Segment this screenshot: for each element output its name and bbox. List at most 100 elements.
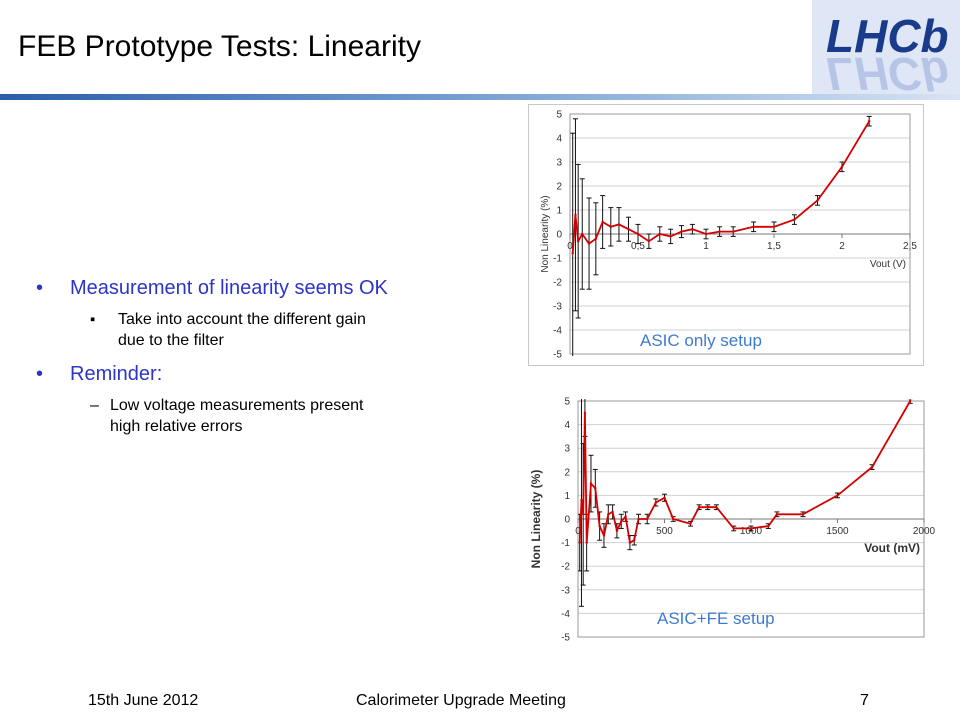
data-point xyxy=(574,213,577,216)
footer-page-number: 7 xyxy=(860,692,869,709)
data-point xyxy=(691,228,694,231)
sub-bullet-line: high relative errors xyxy=(110,418,243,435)
chart-frame xyxy=(518,385,946,651)
y-tick-label: 1 xyxy=(564,491,570,502)
data-point xyxy=(680,230,683,233)
x-tick-label: 0,5 xyxy=(631,241,645,252)
data-point xyxy=(836,494,839,497)
data-point xyxy=(571,252,574,255)
y-tick-label: -5 xyxy=(553,350,562,361)
data-point xyxy=(732,230,735,233)
data-point xyxy=(602,534,606,537)
data-point xyxy=(732,527,735,530)
data-point xyxy=(598,524,601,528)
y-tick-label: 0 xyxy=(556,230,562,241)
data-point xyxy=(816,199,819,202)
footer-date: 15th June 2012 xyxy=(88,692,199,709)
chart-caption: ASIC+FE setup xyxy=(657,609,775,628)
data-point xyxy=(620,520,623,523)
y-tick-label: 4 xyxy=(564,420,570,431)
data-point xyxy=(671,517,675,521)
data-point xyxy=(636,232,640,236)
data-point xyxy=(607,513,610,516)
data-point xyxy=(801,513,805,516)
x-axis-label: Vout (V) xyxy=(870,259,906,270)
y-tick-label: 0 xyxy=(564,515,570,526)
data-point xyxy=(627,228,630,231)
x-axis-label: Vout (mV) xyxy=(864,541,920,555)
data-point xyxy=(697,506,701,509)
sub-bullet-line: Take into account the different gain xyxy=(118,311,366,328)
chart-caption: ASIC only setup xyxy=(640,331,762,350)
data-point xyxy=(663,496,666,499)
x-tick-label: 2 xyxy=(839,241,845,252)
data-point xyxy=(617,223,621,226)
y-tick-label: -4 xyxy=(553,326,562,337)
data-point xyxy=(654,501,658,504)
data-point xyxy=(609,225,612,228)
y-tick-label: -5 xyxy=(561,633,570,644)
data-point xyxy=(587,242,591,245)
data-point xyxy=(576,240,580,243)
data-point xyxy=(646,517,649,521)
y-axis-label: Non Linearity (%) xyxy=(540,195,551,272)
data-layer xyxy=(570,115,872,356)
x-tick-label: 0 xyxy=(575,526,581,537)
x-tick-label: 1,5 xyxy=(767,241,781,252)
data-point xyxy=(775,513,779,516)
y-tick-label: 5 xyxy=(564,397,570,408)
data-point xyxy=(868,120,871,123)
y-tick-label: -1 xyxy=(561,538,570,549)
asic-fe-chart: 5 4 3 2 1 0 -1 -2 -3 -4 -5 0 500 1000 1500 2000 Vout (mV… xyxy=(518,385,946,651)
x-tick-label: 0 xyxy=(567,241,573,252)
data-point xyxy=(628,541,632,544)
data-point xyxy=(589,482,593,485)
x-tick-label: 2,5 xyxy=(903,241,917,252)
data-point xyxy=(669,235,672,238)
y-tick-label: -4 xyxy=(561,609,570,620)
data-point xyxy=(583,411,587,414)
slide-title: FEB Prototype Tests: Linearity xyxy=(18,30,421,63)
y-tick-label: -1 xyxy=(553,254,562,265)
x-tick-label: 1000 xyxy=(740,526,763,537)
y-tick-label: 5 xyxy=(556,110,562,121)
y-tick-label: 4 xyxy=(556,134,562,145)
bullet-list: Measurement of linearity seems OK Take i… xyxy=(36,275,506,447)
svg-text:LHCb: LHCb xyxy=(826,10,949,62)
y-axis-label: Non Linearity (%) xyxy=(529,470,543,569)
data-point xyxy=(715,506,718,509)
y-tick-label: -2 xyxy=(561,562,570,573)
data-point xyxy=(611,510,614,514)
data-point xyxy=(793,218,796,221)
data-point xyxy=(767,524,770,528)
data-point xyxy=(601,220,604,224)
sub-bullet-line: due to the filter xyxy=(118,332,224,349)
sub-bullet-line: Low voltage measurements present xyxy=(110,397,364,414)
title-divider xyxy=(0,94,960,100)
lhcb-logo: LHCb LHCb xyxy=(812,0,960,94)
data-point xyxy=(840,165,844,168)
data-point xyxy=(704,232,708,236)
data-point xyxy=(578,541,581,544)
bullet-item: Reminder: xyxy=(36,361,506,387)
bullet-item: Measurement of linearity seems OK xyxy=(36,275,506,301)
x-tick-label: 500 xyxy=(656,526,673,537)
y-tick-label: -2 xyxy=(553,278,562,289)
asic-only-chart: 5 4 3 2 1 0 -1 -2 -3 -4 -5 0 0,5 1 1,5 2 2,5 Vout (V) Non … xyxy=(528,104,924,366)
data-point xyxy=(749,527,753,530)
data-point xyxy=(624,515,627,518)
y-tick-label: 2 xyxy=(556,182,562,193)
y-tick-label: 3 xyxy=(556,158,562,169)
footer-meeting: Calorimeter Upgrade Meeting xyxy=(356,692,566,709)
data-point xyxy=(908,399,912,403)
y-tick-label: 1 xyxy=(556,206,562,217)
y-tick-label: 2 xyxy=(564,467,570,478)
x-tick-label: 2000 xyxy=(913,526,936,537)
data-point xyxy=(594,487,597,490)
data-point xyxy=(580,498,583,502)
data-point xyxy=(581,513,585,516)
data-point xyxy=(658,232,661,236)
data-point xyxy=(689,522,692,525)
x-tick-label: 1500 xyxy=(826,526,849,537)
chart-frame xyxy=(528,104,924,366)
